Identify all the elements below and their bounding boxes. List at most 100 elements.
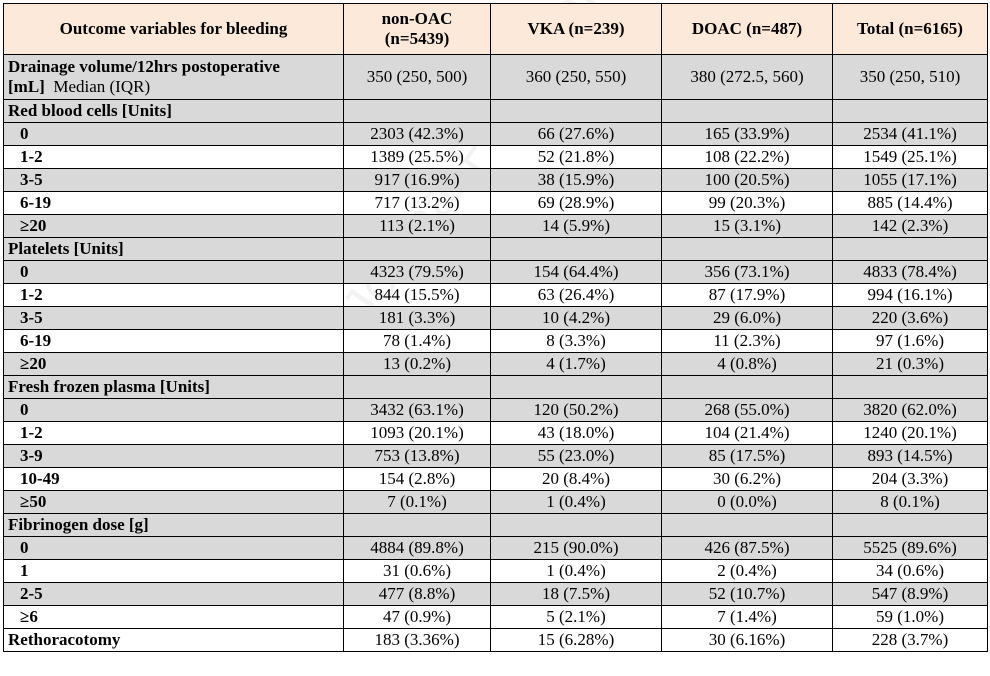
- table-row: 2-5 477 (8.8%) 18 (7.5%) 52 (10.7%) 547 (8.9…: [3, 582, 988, 606]
- header-total: Total (n=6165): [832, 3, 988, 55]
- table-cell: 63 (26.4%): [490, 283, 662, 307]
- table-cell: 4 (0.8%): [661, 352, 833, 376]
- table-cell: 47 (0.9%): [343, 605, 491, 629]
- row-label: 3-5: [3, 168, 344, 192]
- table-cell: 215 (90.0%): [490, 536, 662, 560]
- table-cell: 4 (1.7%): [490, 352, 662, 376]
- table-cell: 380 (272.5, 560): [661, 54, 833, 100]
- table-row: 1-2 1389 (25.5%) 52 (21.8%) 108 (22.2%) 1549…: [3, 145, 988, 169]
- table-cell: 104 (21.4%): [661, 421, 833, 445]
- table-cell: 228 (3.7%): [832, 628, 988, 652]
- table-cell-empty: [343, 513, 491, 537]
- table-cell: 13 (0.2%): [343, 352, 491, 376]
- row-label: 3-5: [3, 306, 344, 330]
- table-cell: 350 (250, 510): [832, 54, 988, 100]
- table-cell: 2303 (42.3%): [343, 122, 491, 146]
- section-title: Fresh frozen plasma [Units]: [3, 375, 344, 399]
- table-cell-empty: [343, 237, 491, 261]
- table-cell: 154 (2.8%): [343, 467, 491, 491]
- row-label: 1-2: [3, 421, 344, 445]
- table-cell: 477 (8.8%): [343, 582, 491, 606]
- row-label: 0: [3, 122, 344, 146]
- table-cell: 8 (0.1%): [832, 490, 988, 514]
- table-cell: 99 (20.3%): [661, 191, 833, 215]
- table-cell: 7 (1.4%): [661, 605, 833, 629]
- row-label: 10-49: [3, 467, 344, 491]
- table-cell: 29 (6.0%): [661, 306, 833, 330]
- table-cell: 18 (7.5%): [490, 582, 662, 606]
- table-cell: 87 (17.9%): [661, 283, 833, 307]
- table-cell: 7 (0.1%): [343, 490, 491, 514]
- table-cell: 5525 (89.6%): [832, 536, 988, 560]
- table-cell: 31 (0.6%): [343, 559, 491, 583]
- table-cell: 268 (55.0%): [661, 398, 833, 422]
- table-row: 6-19 717 (13.2%) 69 (28.9%) 99 (20.3%) 885 (…: [3, 191, 988, 215]
- table-row: 1-2 844 (15.5%) 63 (26.4%) 87 (17.9%) 994 (1…: [3, 283, 988, 307]
- table-cell: 85 (17.5%): [661, 444, 833, 468]
- table-cell: 3820 (62.0%): [832, 398, 988, 422]
- table-cell: 181 (3.3%): [343, 306, 491, 330]
- table-cell: 356 (73.1%): [661, 260, 833, 284]
- table-cell: 113 (2.1%): [343, 214, 491, 238]
- row-label: ≥20: [3, 214, 344, 238]
- table-cell: 59 (1.0%): [832, 605, 988, 629]
- drainage-row: Drainage volume/12hrs postoperative [mL]…: [3, 54, 988, 100]
- table-cell-empty: [490, 237, 662, 261]
- table-row: 1 31 (0.6%) 1 (0.4%) 2 (0.4%) 34 (0.6%): [3, 559, 988, 583]
- header-non-oac: non-OAC (n=5439): [343, 3, 491, 55]
- table-row: 6-19 78 (1.4%) 8 (3.3%) 11 (2.3%) 97 (1.6%): [3, 329, 988, 353]
- table-cell: 165 (33.9%): [661, 122, 833, 146]
- table-cell-empty: [490, 99, 662, 123]
- table-cell: 14 (5.9%): [490, 214, 662, 238]
- table-cell: 4323 (79.5%): [343, 260, 491, 284]
- row-label: 6-19: [3, 191, 344, 215]
- table-cell: 52 (10.7%): [661, 582, 833, 606]
- table-cell: 2 (0.4%): [661, 559, 833, 583]
- bleeding-outcomes-table: Outcome variables for bleeding non-OAC (…: [3, 3, 988, 652]
- table-cell: 917 (16.9%): [343, 168, 491, 192]
- table-cell: 220 (3.6%): [832, 306, 988, 330]
- row-label: 1-2: [3, 283, 344, 307]
- section-title: Red blood cells [Units]: [3, 99, 344, 123]
- table-cell: 426 (87.5%): [661, 536, 833, 560]
- table-cell: 97 (1.6%): [832, 329, 988, 353]
- table-cell: 0 (0.0%): [661, 490, 833, 514]
- table-cell-empty: [661, 99, 833, 123]
- table-cell: 4884 (89.8%): [343, 536, 491, 560]
- table-cell: 43 (18.0%): [490, 421, 662, 445]
- table-cell: 3432 (63.1%): [343, 398, 491, 422]
- table-cell: 893 (14.5%): [832, 444, 988, 468]
- row-label: 3-9: [3, 444, 344, 468]
- table-cell: 717 (13.2%): [343, 191, 491, 215]
- table-cell: 11 (2.3%): [661, 329, 833, 353]
- table-cell: 2534 (41.1%): [832, 122, 988, 146]
- table-cell: 844 (15.5%): [343, 283, 491, 307]
- table-cell: 30 (6.2%): [661, 467, 833, 491]
- table-row: 3-5 181 (3.3%) 10 (4.2%) 29 (6.0%) 220 (3.6%…: [3, 306, 988, 330]
- table-row: 3-9 753 (13.8%) 55 (23.0%) 85 (17.5%) 893 (1…: [3, 444, 988, 468]
- drainage-label-bold: Drainage volume/12hrs postoperative [mL]: [8, 57, 280, 96]
- table-cell-empty: [343, 99, 491, 123]
- drainage-label-normal: Median (IQR): [53, 77, 151, 96]
- table-row: 0 2303 (42.3%) 66 (27.6%) 165 (33.9%) 2534 (…: [3, 122, 988, 146]
- table-row: ≥20 113 (2.1%) 14 (5.9%) 15 (3.1%) 142 (2.3%…: [3, 214, 988, 238]
- table-cell: 4833 (78.4%): [832, 260, 988, 284]
- table-cell: 350 (250, 500): [343, 54, 491, 100]
- table-cell: 30 (6.16%): [661, 628, 833, 652]
- table-cell: 8 (3.3%): [490, 329, 662, 353]
- row-label: ≥20: [3, 352, 344, 376]
- table-cell: 1549 (25.1%): [832, 145, 988, 169]
- table-cell: 66 (27.6%): [490, 122, 662, 146]
- row-label: ≥6: [3, 605, 344, 629]
- table-cell: 15 (3.1%): [661, 214, 833, 238]
- row-label: ≥50: [3, 490, 344, 514]
- table-row: 0 4884 (89.8%) 215 (90.0%) 426 (87.5%) 5525 …: [3, 536, 988, 560]
- table-cell: 142 (2.3%): [832, 214, 988, 238]
- table-cell: 1389 (25.5%): [343, 145, 491, 169]
- rethoracotomy-row: Rethoracotomy 183 (3.36%) 15 (6.28%) 30 (6.…: [3, 628, 988, 652]
- table-row: 0 3432 (63.1%) 120 (50.2%) 268 (55.0%) 3820 …: [3, 398, 988, 422]
- table-row: 3-5 917 (16.9%) 38 (15.9%) 100 (20.5%) 1055 …: [3, 168, 988, 192]
- table-cell: 69 (28.9%): [490, 191, 662, 215]
- table-cell-empty: [661, 237, 833, 261]
- row-label: 1-2: [3, 145, 344, 169]
